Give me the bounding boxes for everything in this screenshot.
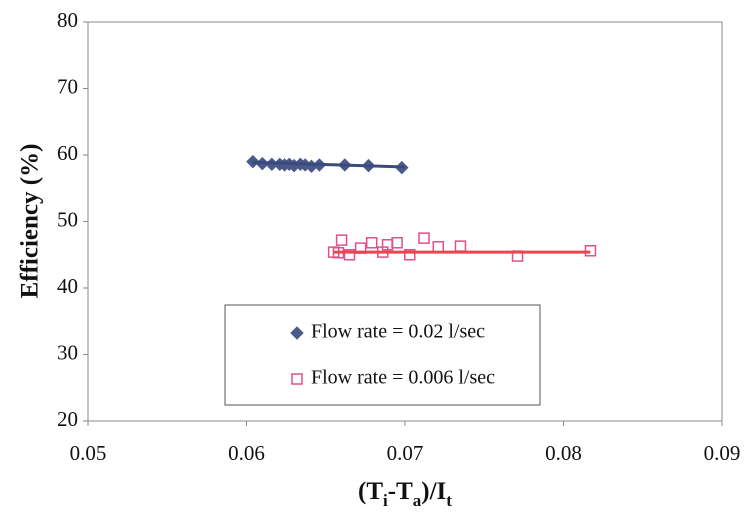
- legend-label: Flow rate = 0.006 l/sec: [311, 367, 495, 389]
- y-tick-label: 20: [57, 407, 78, 431]
- point: [404, 249, 416, 261]
- x-tick-label: 0.08: [545, 441, 582, 465]
- x-axis-label-part: i: [383, 491, 388, 510]
- point: [432, 241, 445, 253]
- x-tick-label: 0.05: [70, 441, 107, 465]
- point: [391, 237, 403, 249]
- y-tick-label: 50: [57, 207, 78, 231]
- x-axis-label: (Ti-Ta)/It: [358, 478, 452, 511]
- x-axis-label-part: (T: [358, 478, 383, 505]
- trendline: [252, 160, 406, 169]
- x-axis-label-part: )/I: [421, 478, 446, 505]
- legend-box: [224, 304, 541, 406]
- x-axis-label-part: a: [413, 491, 422, 510]
- legend-marker: [290, 326, 304, 340]
- x-tick-label: 0.09: [704, 441, 741, 465]
- x-tick-label: 0.06: [228, 441, 265, 465]
- y-tick-label: 80: [57, 8, 78, 32]
- y-tick-label: 40: [57, 274, 78, 298]
- point: [335, 234, 348, 246]
- point: [246, 154, 260, 169]
- y-tick-label: 60: [57, 141, 78, 165]
- point: [418, 232, 430, 244]
- legend-label: Flow rate = 0.02 l/sec: [311, 321, 485, 343]
- x-axis-label-part: t: [446, 491, 452, 510]
- y-tick-label: 70: [57, 74, 78, 98]
- point: [454, 240, 467, 252]
- x-tick-label: 0.07: [387, 441, 424, 465]
- point: [343, 249, 356, 261]
- legend-marker: [291, 373, 303, 385]
- y-tick-label: 30: [57, 340, 78, 364]
- point: [365, 237, 378, 249]
- y-axis-label: Efficiency (%): [17, 144, 44, 299]
- x-axis-label-part: -T: [388, 478, 413, 505]
